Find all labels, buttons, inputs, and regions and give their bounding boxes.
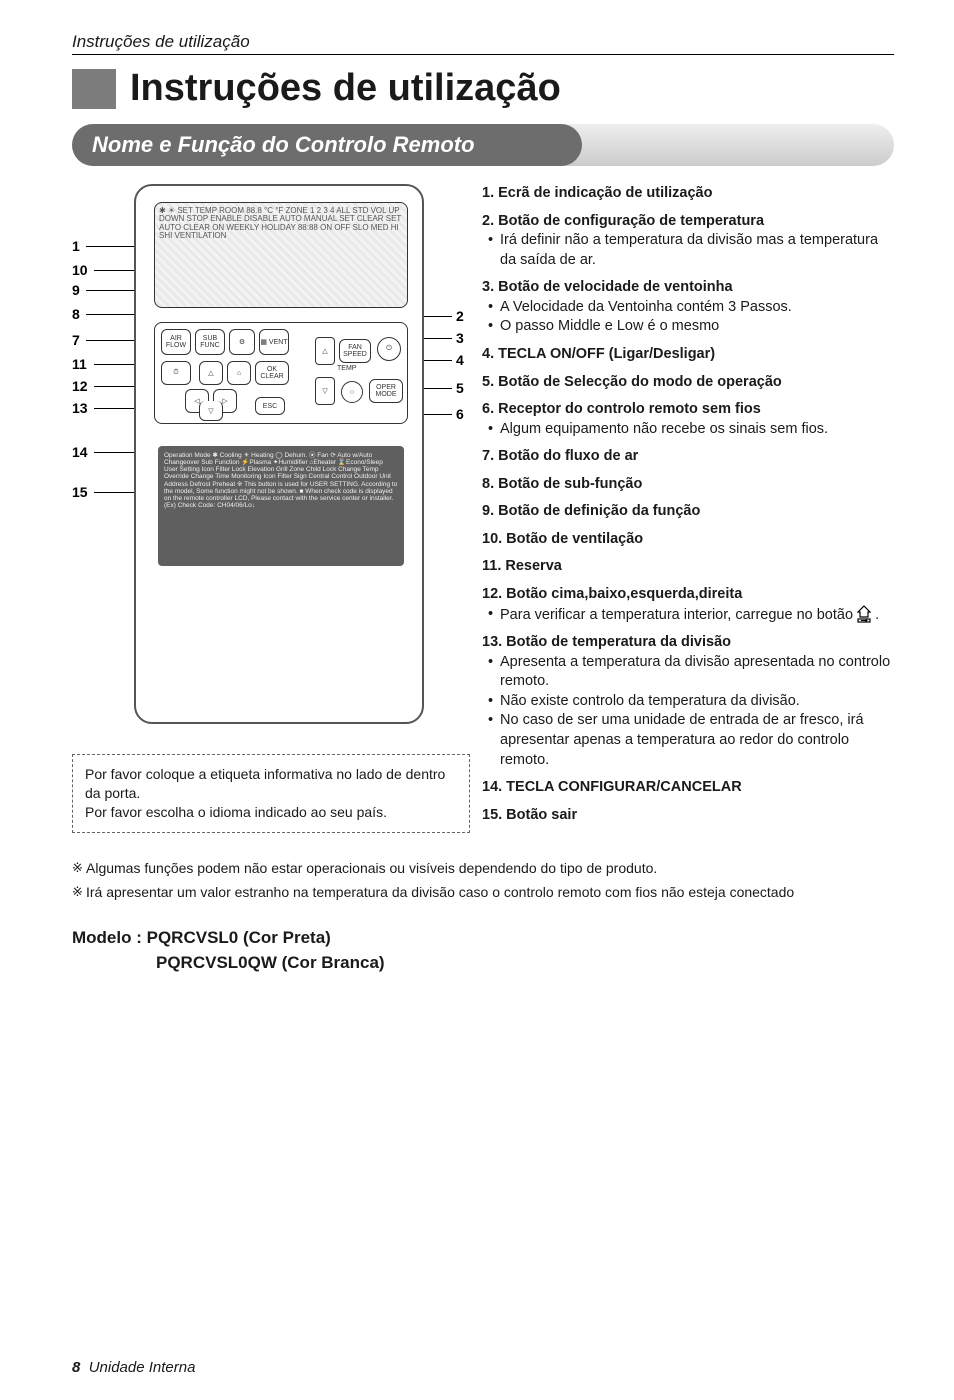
btn-down: ▽ <box>199 401 223 421</box>
callout-6: 6 <box>456 406 464 422</box>
section-bar-fg: Nome e Função do Controlo Remoto <box>72 124 582 166</box>
description-list: 1. Ecrã de indicação de utilização 2. Bot… <box>482 184 894 833</box>
list-item: 14. TECLA CONFIGURAR/CANCELAR <box>482 778 894 798</box>
item-head: 11. Reserva <box>482 557 894 577</box>
model-line-1: PQRCVSL0 (Cor Preta) <box>147 928 331 947</box>
list-item: 6. Receptor do controlo remoto sem fiosA… <box>482 400 894 439</box>
list-item: 9. Botão de definição da função <box>482 502 894 522</box>
list-item: 5. Botão de Selecção do modo de operação <box>482 373 894 393</box>
footnote-1: Algumas funções podem não estar operacio… <box>72 859 894 879</box>
btn-power: ⏻ <box>377 337 401 361</box>
btn-temp-up: △ <box>315 337 335 365</box>
list-item: 1. Ecrã de indicação de utilização <box>482 184 894 204</box>
callout-1: 1 <box>72 238 80 254</box>
lcd-glyphs: ✱ ☀ SET TEMP ROOM 88.8 °C °F ZONE 1 2 3 … <box>159 207 403 303</box>
list-item: 2. Botão de configuração de temperaturaI… <box>482 212 894 271</box>
btn-ok: OK CLEAR <box>255 361 289 385</box>
section-bar: Nome e Função do Controlo Remoto <box>72 124 894 166</box>
callout-11: 11 <box>72 356 87 372</box>
btn-fanspeed: FAN SPEED <box>339 339 371 363</box>
note-box: Por favor coloque a etiqueta informativa… <box>72 754 470 833</box>
item-sub: Não existe controlo da temperatura da di… <box>482 692 894 712</box>
list-item: 3. Botão de velocidade de ventoinhaA Vel… <box>482 278 894 337</box>
btn-airflow: AIR FLOW <box>161 329 191 355</box>
callout-2: 2 <box>456 308 464 324</box>
callout-10: 10 <box>72 262 88 278</box>
remote-diagram: 1 10 9 8 7 11 12 13 14 15 <box>72 184 472 744</box>
item-head: 10. Botão de ventilação <box>482 530 894 550</box>
item-head: 4. TECLA ON/OFF (Ligar/Desligar) <box>482 345 894 365</box>
item-sub: Apresenta a temperatura da divisão apres… <box>482 653 894 692</box>
list-item: 8. Botão de sub-função <box>482 475 894 495</box>
callout-4: 4 <box>456 352 464 368</box>
list-item: 10. Botão de ventilação <box>482 530 894 550</box>
item-head: 1. Ecrã de indicação de utilização <box>482 184 894 204</box>
callout-12: 12 <box>72 378 88 394</box>
item-head: 9. Botão de definição da função <box>482 502 894 522</box>
note-line-1: Por favor coloque a etiqueta informativa… <box>85 765 457 803</box>
item-head: 2. Botão de configuração de temperatura <box>482 212 894 232</box>
button-panel: AIR FLOW SUB FUNC ⚙ ▦ VENT ⏱ △ ⌂ OK CLEA… <box>154 322 408 424</box>
btn-receiver: ○ <box>341 381 363 403</box>
callout-15: 15 <box>72 484 88 500</box>
callout-8: 8 <box>72 306 80 322</box>
callout-9: 9 <box>72 282 80 298</box>
diagram-column: 1 10 9 8 7 11 12 13 14 15 <box>72 184 472 833</box>
model-label: Modelo : <box>72 928 147 947</box>
info-label-plate: Operation Mode ✱ Cooling ☀ Heating ◯ Deh… <box>158 446 404 566</box>
btn-home: ⌂ <box>227 361 251 385</box>
item-sub: Para verificar a temperatura interior, c… <box>482 605 894 626</box>
title-row: Instruções de utilização <box>72 67 894 110</box>
model-block: Modelo : PQRCVSL0 (Cor Preta) PQRCVSL0QW… <box>72 926 894 975</box>
list-item: 4. TECLA ON/OFF (Ligar/Desligar) <box>482 345 894 365</box>
item-head: 7. Botão do fluxo de ar <box>482 447 894 467</box>
list-item: 15. Botão sair <box>482 806 894 826</box>
label-temp: TEMP <box>337 365 356 372</box>
btn-opermode: OPER MODE <box>369 379 403 403</box>
page-title: Instruções de utilização <box>130 67 561 110</box>
btn-temp-dn: ▽ <box>315 377 335 405</box>
item-sub: O passo Middle e Low é o mesmo <box>482 317 894 337</box>
callout-14: 14 <box>72 444 88 460</box>
btn-vent: ▦ VENT <box>259 329 289 355</box>
page-footer: 8 Unidade Interna <box>72 1359 195 1376</box>
item-head: 8. Botão de sub-função <box>482 475 894 495</box>
model-line-2: PQRCVSL0QW (Cor Branca) <box>72 951 894 976</box>
item-head: 3. Botão de velocidade de ventoinha <box>482 278 894 298</box>
item-head: 5. Botão de Selecção do modo de operação <box>482 373 894 393</box>
head-rule <box>72 54 894 55</box>
btn-gear: ⚙ <box>229 329 255 355</box>
item-head: 14. TECLA CONFIGURAR/CANCELAR <box>482 778 894 798</box>
remote-body: ✱ ☀ SET TEMP ROOM 88.8 °C °F ZONE 1 2 3 … <box>134 184 424 724</box>
list-item: 7. Botão do fluxo de ar <box>482 447 894 467</box>
section-title: Nome e Função do Controlo Remoto <box>92 132 475 158</box>
callout-3: 3 <box>456 330 464 346</box>
item-sub: Irá definir não a temperatura da divisão… <box>482 231 894 270</box>
btn-timer: ⏱ <box>161 361 191 385</box>
item-sub: Algum equipamento não recebe os sinais s… <box>482 420 894 440</box>
item-sub: A Velocidade da Ventoinha contém 3 Passo… <box>482 298 894 318</box>
footer-page-number: 8 <box>72 1359 80 1376</box>
list-item: 12. Botão cima,baixo,esquerda,direitaPar… <box>482 585 894 625</box>
callout-7: 7 <box>72 332 80 348</box>
callout-5: 5 <box>456 380 464 396</box>
note-line-2: Por favor escolha o idioma indicado ao s… <box>85 803 457 822</box>
footnotes: Algumas funções podem não estar operacio… <box>72 859 894 902</box>
list-item: 11. Reserva <box>482 557 894 577</box>
item-head: 13. Botão de temperatura da divisão <box>482 633 894 653</box>
btn-subfunc: SUB FUNC <box>195 329 225 355</box>
footnote-2: Irá apresentar um valor estranho na temp… <box>72 883 894 903</box>
list-item: 13. Botão de temperatura da divisãoApres… <box>482 633 894 770</box>
item-head: 12. Botão cima,baixo,esquerda,direita <box>482 585 894 605</box>
running-head: Instruções de utilização <box>72 32 894 52</box>
item-head: 15. Botão sair <box>482 806 894 826</box>
title-bullet-block <box>72 69 116 109</box>
btn-esc: ESC <box>255 397 285 415</box>
callout-13: 13 <box>72 400 88 416</box>
btn-up: △ <box>199 361 223 385</box>
item-head: 6. Receptor do controlo remoto sem fios <box>482 400 894 420</box>
lcd-screen: ✱ ☀ SET TEMP ROOM 88.8 °C °F ZONE 1 2 3 … <box>154 202 408 308</box>
footer-text: Unidade Interna <box>89 1359 196 1376</box>
item-sub: No caso de ser uma unidade de entrada de… <box>482 711 894 770</box>
